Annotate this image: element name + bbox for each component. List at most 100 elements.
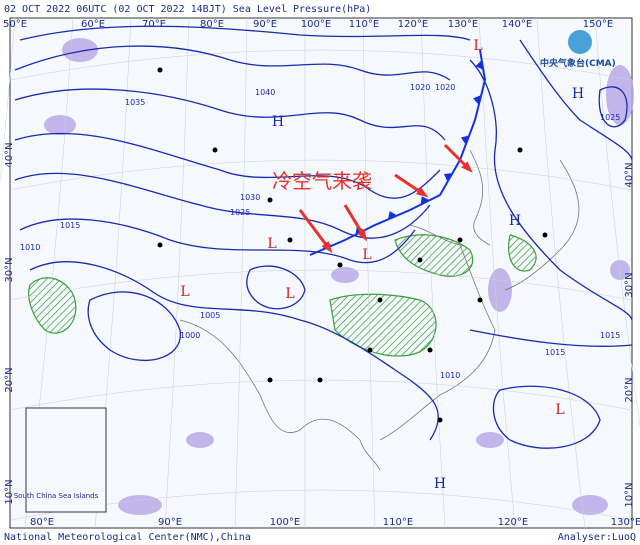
precipitation-area [476, 432, 504, 448]
top-longitude: 90°E [253, 19, 277, 30]
isobar-label: 1015 [60, 221, 80, 230]
front-triangle [387, 211, 398, 220]
station [157, 67, 163, 73]
top-longitude: 60°E [81, 19, 105, 30]
rain-hatch [28, 277, 77, 334]
arrow-head [357, 229, 368, 242]
isobar-label: 1020 [410, 83, 430, 92]
top-longitude: 100°E [301, 19, 331, 30]
pressure-center: H [272, 114, 284, 130]
front-triangle [473, 95, 482, 105]
isobar [19, 218, 416, 264]
isobar [598, 86, 628, 128]
arrow-shaft [298, 209, 332, 251]
precipitation-area [186, 432, 214, 448]
top-longitude: 150°E [583, 19, 613, 30]
pressure-center: L [473, 38, 482, 54]
pressure-center: H [434, 476, 446, 492]
rain-hatch [508, 234, 537, 272]
pressure-center: H [572, 86, 584, 102]
meridian [234, 17, 248, 529]
station [437, 417, 443, 423]
station [212, 147, 218, 153]
pressure-center: L [285, 286, 294, 302]
top-longitude: 50°E [3, 19, 27, 30]
coastline [179, 319, 361, 441]
logo-icon [568, 30, 592, 54]
parallel [9, 159, 633, 191]
meridian [362, 17, 376, 529]
isobar-label: 1035 [125, 98, 145, 107]
right-latitude: 10°N [624, 482, 635, 507]
isobar-label: 1025 [600, 113, 620, 122]
isobar [519, 39, 633, 161]
station [287, 237, 293, 243]
parallel [9, 49, 633, 81]
bottom-longitude: 90°E [158, 517, 182, 528]
isobar [14, 45, 451, 81]
station [267, 197, 273, 203]
footer-left: National Meteorological Center(NMC),Chin… [4, 532, 251, 543]
station [317, 377, 323, 383]
station [157, 242, 163, 248]
precipitation-area [488, 268, 512, 312]
front-triangle [420, 196, 430, 205]
isobar [14, 172, 431, 239]
bottom-longitude: 110°E [383, 517, 413, 528]
top-longitude: 110°E [349, 19, 379, 30]
meridian [164, 17, 190, 529]
front-triangle [460, 135, 470, 145]
left-latitude: 10°N [4, 479, 15, 504]
arrow-head [461, 161, 473, 173]
precipitation-area [118, 495, 162, 515]
coastline [504, 159, 580, 291]
precipitation-area [44, 115, 76, 135]
front-triangle [443, 173, 453, 182]
bottom-longitude: 130°E [611, 517, 640, 528]
isobar-label: 1015 [545, 348, 565, 357]
isobar [14, 88, 446, 141]
precipitation-area [331, 267, 359, 283]
isobar-label: 1015 [600, 331, 620, 340]
coastline [469, 149, 491, 246]
isobar-label: 1020 [435, 83, 455, 92]
station [377, 297, 383, 303]
isobar-label: 1010 [440, 371, 460, 380]
pressure-center: L [555, 402, 564, 418]
arrow-head [321, 241, 333, 254]
station [517, 147, 523, 153]
meridian [0, 17, 16, 184]
station [337, 262, 343, 268]
top-longitude: 80°E [200, 19, 224, 30]
meridian [594, 17, 640, 429]
map-frame [9, 17, 633, 529]
isobar-label: 1030 [240, 193, 260, 202]
right-latitude: 30°N [624, 272, 635, 297]
annotation: 冷空气来袭 [272, 169, 372, 193]
coastline [359, 439, 381, 471]
top-longitude: 130°E [448, 19, 478, 30]
station [427, 347, 433, 353]
front-triangle [475, 60, 484, 70]
isobar [19, 25, 471, 41]
footer-right: Analyser:LuoQ [558, 532, 636, 543]
isobar [14, 132, 441, 199]
top-longitude: 140°E [502, 19, 532, 30]
pressure-center: L [267, 236, 276, 252]
right-latitude: 20°N [624, 377, 635, 402]
isobar [492, 385, 601, 449]
isobar [469, 59, 633, 321]
isobar-label: 1010 [20, 243, 40, 252]
precipitation-area [572, 495, 608, 515]
map-layer [0, 17, 640, 529]
top-longitude: 70°E [142, 19, 166, 30]
station [477, 297, 483, 303]
precipitation-area [62, 38, 98, 62]
left-latitude: 30°N [4, 257, 15, 282]
inset-label: South China Sea Islands [14, 492, 99, 500]
isobar-label: 1025 [230, 208, 250, 217]
pressure-center: L [180, 284, 189, 300]
right-latitude: 40°N [624, 162, 635, 187]
station [542, 232, 548, 238]
parallel [9, 269, 633, 301]
